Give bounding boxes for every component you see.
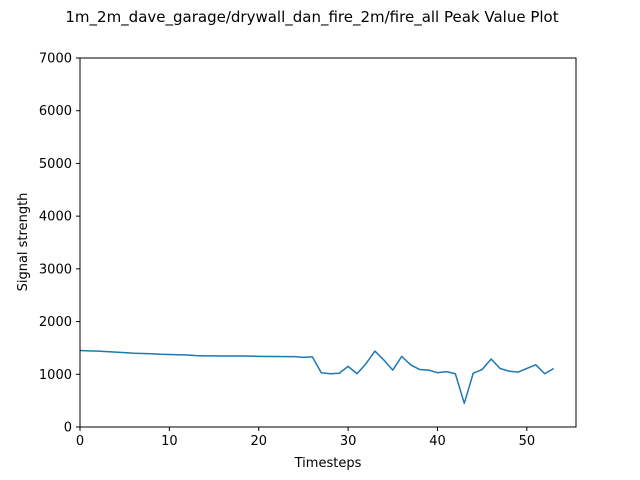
chart-title: 1m_2m_dave_garage/drywall_dan_fire_2m/fi… <box>65 8 558 27</box>
x-tick-label: 10 <box>161 434 178 449</box>
y-tick-label: 0 <box>64 421 72 436</box>
x-tick-label: 50 <box>519 434 536 449</box>
x-axis-label: Timesteps <box>294 456 362 471</box>
y-tick-label: 7000 <box>39 52 72 67</box>
y-tick-label: 4000 <box>39 210 72 225</box>
y-tick-label: 1000 <box>39 368 72 383</box>
x-tick-label: 20 <box>250 434 267 449</box>
x-tick-label: 0 <box>76 434 84 449</box>
y-tick-label: 5000 <box>39 157 72 172</box>
series-line <box>79 349 555 405</box>
plot-frame <box>79 57 577 428</box>
series-layer <box>79 349 555 405</box>
y-tick-label: 3000 <box>39 262 72 277</box>
y-tick-label: 2000 <box>39 315 72 330</box>
ticks-layer: 0 10 20 30 40 50 0 1000 2000 3000 4000 5000 6000 7000 <box>39 52 535 450</box>
y-axis-label: Signal strength <box>16 193 31 292</box>
y-tick-label: 6000 <box>39 104 72 119</box>
x-tick-label: 30 <box>340 434 357 449</box>
x-tick-label: 40 <box>429 434 446 449</box>
